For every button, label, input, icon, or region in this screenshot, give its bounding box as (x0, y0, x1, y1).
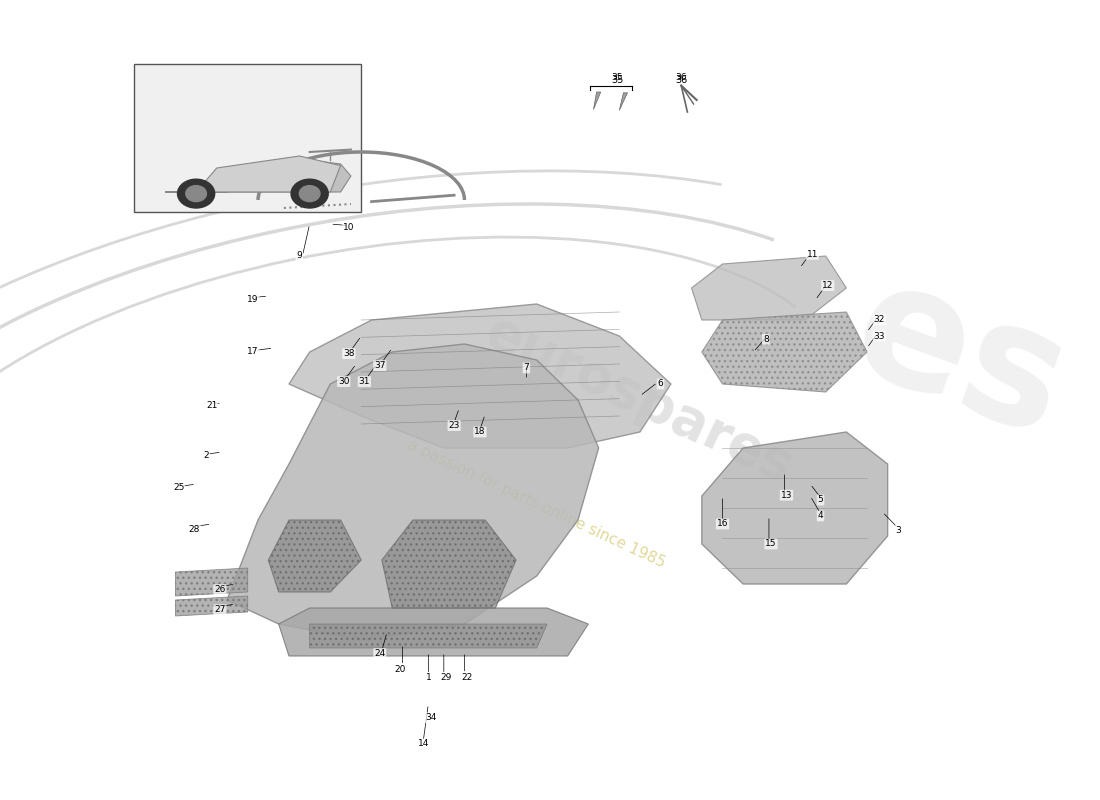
Polygon shape (702, 312, 867, 392)
Text: 3: 3 (895, 526, 901, 535)
Text: 37: 37 (374, 361, 386, 370)
Text: 33: 33 (873, 331, 886, 341)
Bar (134, 64, 361, 212)
Text: 19: 19 (248, 295, 258, 305)
Text: 2: 2 (204, 451, 209, 461)
Text: 16: 16 (717, 519, 728, 529)
Text: 4: 4 (817, 511, 824, 521)
Text: a passion for parts online since 1985: a passion for parts online since 1985 (406, 438, 668, 570)
Text: 29: 29 (440, 673, 452, 682)
Text: 18: 18 (474, 427, 486, 437)
Text: 8: 8 (763, 334, 769, 344)
Polygon shape (268, 520, 361, 592)
Text: 36: 36 (675, 75, 688, 85)
Polygon shape (309, 624, 547, 648)
Text: es: es (833, 247, 1088, 473)
Polygon shape (692, 256, 846, 320)
Text: 35: 35 (610, 75, 624, 85)
Text: 11: 11 (806, 250, 818, 259)
Polygon shape (196, 156, 341, 192)
Polygon shape (382, 520, 516, 608)
Text: 32: 32 (873, 315, 886, 325)
Text: 6: 6 (658, 379, 663, 389)
Text: 25: 25 (173, 483, 184, 493)
Text: 14: 14 (418, 739, 429, 749)
Text: 22: 22 (461, 673, 472, 682)
Text: 38: 38 (343, 349, 354, 358)
Text: 13: 13 (781, 490, 792, 500)
Circle shape (299, 186, 320, 202)
Polygon shape (227, 344, 598, 640)
Text: 35: 35 (612, 73, 623, 82)
Text: 5: 5 (817, 495, 824, 505)
Circle shape (292, 179, 328, 208)
Polygon shape (165, 160, 351, 192)
Text: 27: 27 (214, 605, 225, 614)
Text: 12: 12 (822, 281, 834, 290)
Text: 20: 20 (395, 665, 406, 674)
Text: 28: 28 (188, 525, 200, 534)
Text: 23: 23 (449, 421, 460, 430)
Text: 21: 21 (206, 401, 218, 410)
Text: eurospares: eurospares (478, 306, 802, 494)
Text: 1: 1 (426, 673, 431, 682)
Text: 10: 10 (343, 222, 354, 232)
Polygon shape (278, 608, 588, 656)
Circle shape (177, 179, 214, 208)
Polygon shape (619, 93, 627, 110)
Text: 36: 36 (675, 73, 688, 82)
Text: 31: 31 (359, 377, 370, 386)
Text: 9: 9 (296, 251, 303, 261)
Polygon shape (176, 596, 248, 616)
Text: 24: 24 (374, 649, 385, 658)
Text: 34: 34 (426, 713, 437, 722)
Text: 15: 15 (766, 539, 777, 549)
Polygon shape (289, 304, 671, 448)
Text: 26: 26 (214, 585, 225, 594)
Text: 7: 7 (524, 363, 529, 373)
Polygon shape (702, 432, 888, 584)
Polygon shape (594, 92, 601, 110)
Circle shape (186, 186, 207, 202)
Text: 30: 30 (338, 377, 350, 386)
Polygon shape (176, 568, 248, 596)
Text: 17: 17 (248, 347, 258, 357)
